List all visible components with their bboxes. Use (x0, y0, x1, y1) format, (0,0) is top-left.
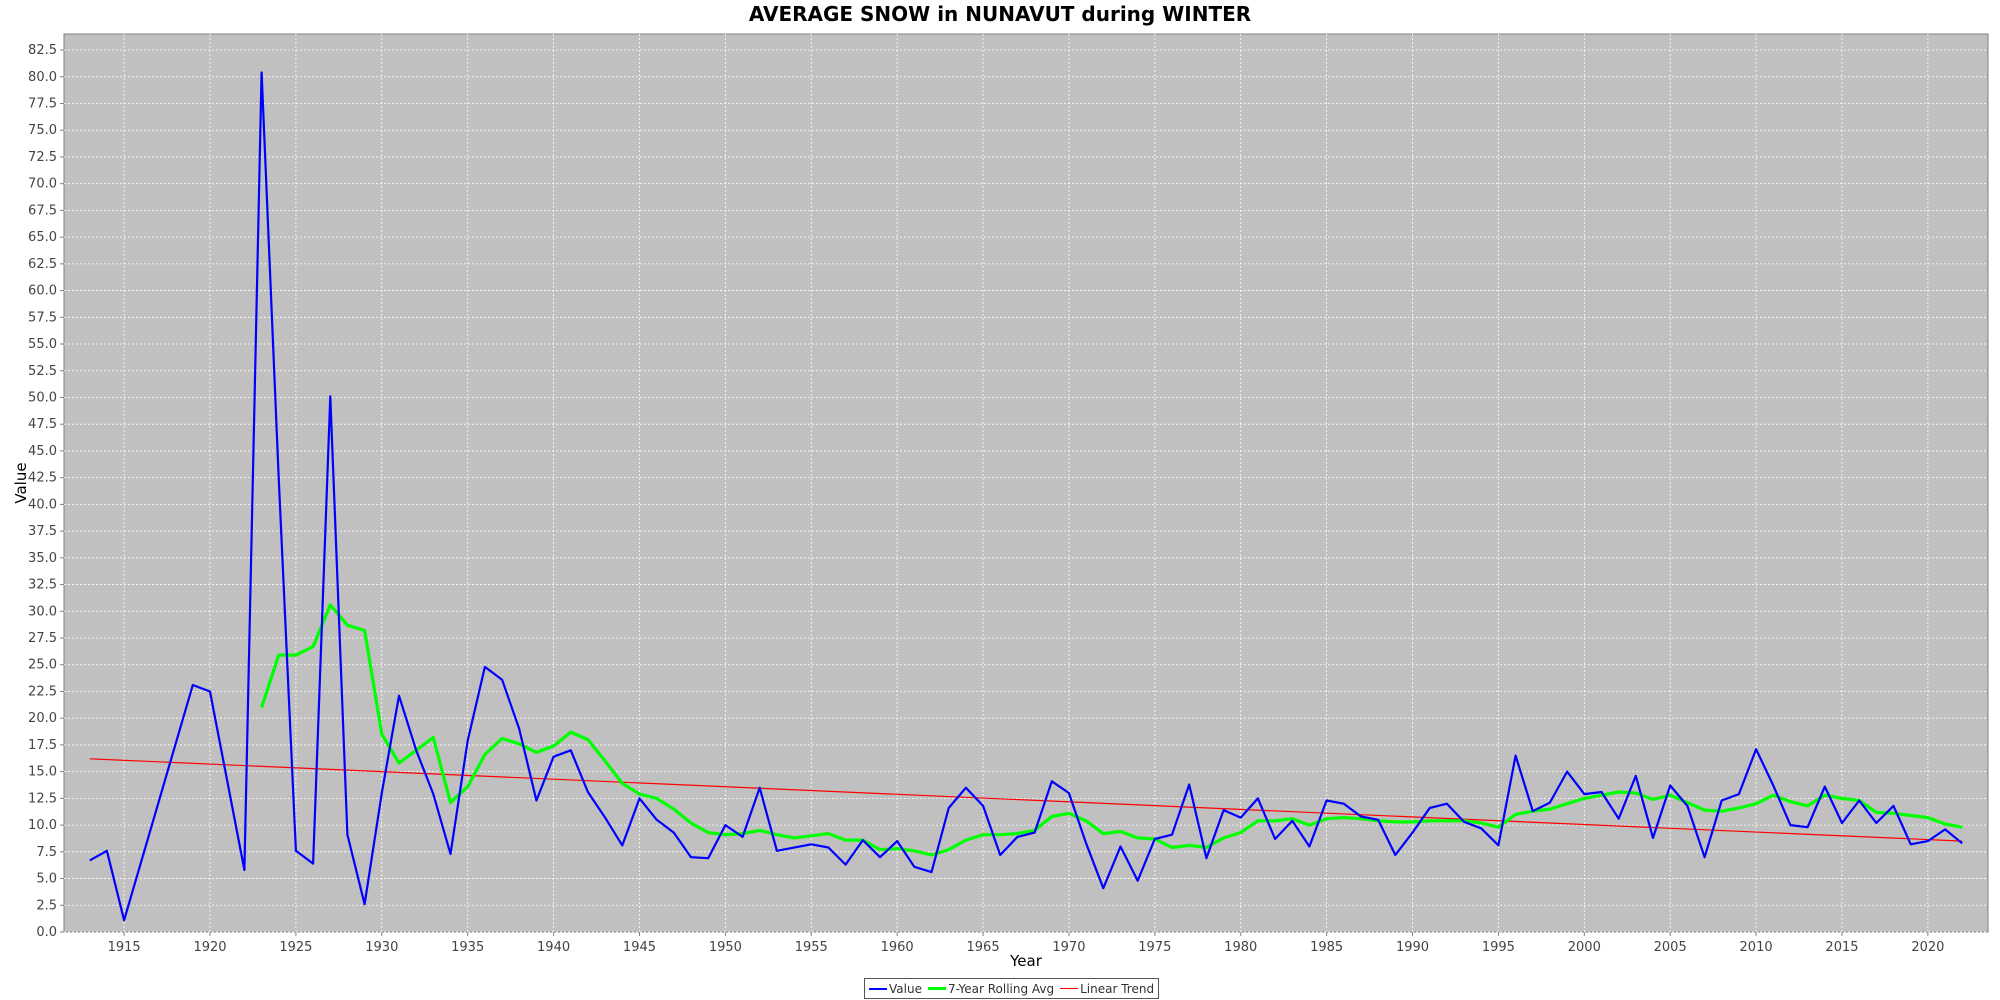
x-axis-title: Year (1009, 952, 1043, 970)
y-tick-label: 17.5 (28, 738, 57, 753)
y-tick-label: 75.0 (28, 123, 57, 138)
y-tick-label: 42.5 (28, 471, 57, 486)
legend-label-value: Value (889, 981, 922, 996)
y-tick-label: 27.5 (28, 631, 57, 646)
y-tick-label: 60.0 (28, 284, 57, 299)
y-tick-label: 70.0 (28, 177, 57, 192)
x-tick-label: 2015 (1825, 940, 1858, 955)
y-tick-label: 20.0 (28, 711, 57, 726)
y-tick-label: 80.0 (28, 70, 57, 85)
x-tick-label: 1985 (1310, 940, 1343, 955)
y-tick-label: 52.5 (28, 364, 57, 379)
x-tick-label: 1930 (365, 940, 398, 955)
y-tick-label: 47.5 (28, 417, 57, 432)
x-tick-label: 1935 (451, 940, 484, 955)
legend-label-rolling-avg: 7-Year Rolling Avg (947, 981, 1055, 996)
axes: 0.0 2.5 5.0 7.5 10.0 12.5 15.0 17.5 20.0 22.5 25.0… (28, 43, 1944, 955)
y-tick-label: 0.0 (36, 925, 57, 940)
x-tick-label: 2010 (1740, 940, 1773, 955)
y-tick-label: 65.0 (28, 230, 57, 245)
y-tick-label: 25.0 (28, 658, 57, 673)
legend-item-value: Value (869, 982, 922, 996)
grid-lines (64, 34, 1988, 933)
series-layer (89, 71, 1963, 922)
y-tick-label: 37.5 (28, 524, 57, 539)
y-tick-label: 55.0 (28, 337, 57, 352)
x-tick-label: 1965 (967, 940, 1000, 955)
legend-swatch-rolling-avg (927, 987, 946, 990)
x-tick-label: 1950 (709, 940, 742, 955)
y-tick-label: 62.5 (28, 257, 57, 272)
x-tick-label: 1960 (881, 940, 914, 955)
y-tick-label: 5.0 (36, 872, 57, 887)
y-tick-label: 2.5 (36, 898, 57, 913)
y-tick-label: 40.0 (28, 497, 57, 512)
y-tick-label: 10.0 (28, 818, 57, 833)
y-tick-label: 67.5 (28, 203, 57, 218)
y-tick-label: 12.5 (28, 791, 57, 806)
y-tick-label: 30.0 (28, 604, 57, 619)
legend-swatch-linear-trend (1060, 988, 1079, 989)
legend-label-linear-trend: Linear Trend (1080, 981, 1155, 996)
y-tick-label: 82.5 (28, 43, 57, 58)
y-axis-title: Value (12, 462, 30, 503)
y-tick-label: 77.5 (28, 96, 57, 111)
x-tick-label: 2020 (1911, 940, 1944, 955)
x-tick-label: 1945 (623, 940, 656, 955)
x-tick-label: 1925 (279, 940, 312, 955)
y-tick-label: 32.5 (28, 578, 57, 593)
y-tick-label: 57.5 (28, 310, 57, 325)
x-tick-label: 2005 (1654, 940, 1687, 955)
y-tick-label: 50.0 (28, 390, 57, 405)
x-tick-label: 1920 (193, 940, 226, 955)
legend-item-rolling-avg: 7-Year Rolling Avg (927, 981, 1055, 996)
x-tick-label: 1980 (1224, 940, 1257, 955)
y-tick-label: 7.5 (36, 845, 57, 860)
x-tick-label: 1975 (1138, 940, 1171, 955)
x-tick-label: 2000 (1568, 940, 1601, 955)
y-tick-label: 22.5 (28, 684, 57, 699)
x-tick-label: 1915 (108, 940, 141, 955)
x-tick-label: 1970 (1052, 940, 1085, 955)
series-line-value (89, 71, 1963, 922)
plot-background (63, 33, 1989, 933)
y-tick-label: 45.0 (28, 444, 57, 459)
y-tick-label: 72.5 (28, 150, 57, 165)
legend: Value 7-Year Rolling Avg Linear Trend (864, 978, 1160, 999)
legend-item-linear-trend: Linear Trend (1060, 982, 1154, 996)
series-line-7-year-rolling-avg (260, 603, 1963, 857)
x-tick-label: 1990 (1396, 940, 1429, 955)
x-tick-label: 1955 (795, 940, 828, 955)
y-tick-label: 15.0 (28, 765, 57, 780)
y-tick-label: 35.0 (28, 551, 57, 566)
x-tick-label: 1940 (537, 940, 570, 955)
legend-swatch-value (869, 987, 887, 990)
x-tick-label: 1995 (1482, 940, 1515, 955)
chart-title: AVERAGE SNOW in NUNAVUT during WINTER (748, 2, 1252, 26)
